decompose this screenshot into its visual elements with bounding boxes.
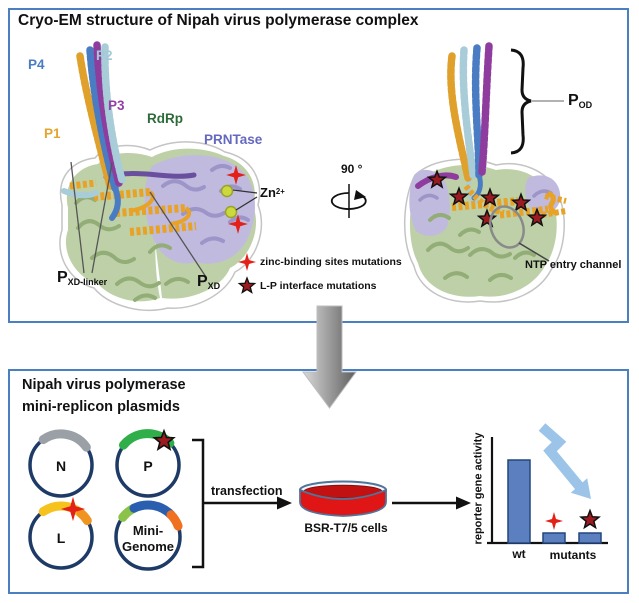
- label-ntp-entry-channel: NTP entry channel: [525, 259, 622, 271]
- chart-ylabel: reporter gene activity: [472, 432, 485, 545]
- legend-zinc-label: zinc-binding sites mutations: [260, 256, 402, 268]
- plasmid-l-label: L: [56, 530, 66, 546]
- dish-label: BSR-T7/5 cells: [304, 521, 388, 535]
- plasmid-minigenome-label-line2: Genome: [121, 539, 174, 554]
- plasmid-p-label: P: [143, 458, 153, 474]
- transfection-label: transfection: [211, 484, 283, 498]
- pxd-linker-sub: XD-linker: [67, 277, 108, 288]
- zinc-base: Zn: [260, 185, 276, 200]
- pod-base: P: [568, 92, 579, 109]
- top-panel-title: Cryo-EM structure of Nipah virus polymer…: [18, 12, 419, 29]
- pod-sub: OD: [578, 100, 593, 111]
- label-rdrp: RdRp: [147, 111, 183, 126]
- label-rotation: 90 °: [341, 162, 363, 176]
- lp-star-legend-icon: [237, 276, 257, 294]
- pxd-base: P: [197, 273, 208, 290]
- label-p1: P1: [44, 126, 61, 141]
- label-prntase: PRNTase: [204, 132, 263, 147]
- bottom-panel-title-line1: Nipah virus polymerase: [22, 377, 186, 393]
- bottom-panel-title-line2: mini-replicon plasmids: [22, 399, 180, 415]
- chart-xlabel-wt: wt: [512, 547, 526, 561]
- plasmid-n-label: N: [55, 458, 67, 474]
- label-zinc: Zn2+: [260, 186, 285, 199]
- zinc-star-legend-icon: [238, 253, 256, 271]
- legend-lp-label: L-P interface mutations: [260, 280, 377, 292]
- label-pxd: PXD: [197, 273, 221, 292]
- label-pod: POD: [568, 92, 593, 111]
- label-p4: P4: [28, 57, 45, 72]
- chart-xlabel-mutants: mutants: [549, 548, 597, 562]
- pxd-linker-base: P: [57, 269, 68, 286]
- pxd-sub: XD: [207, 281, 221, 292]
- label-p3: P3: [108, 98, 125, 113]
- label-p2: P2: [96, 48, 113, 63]
- plasmid-minigenome-label-line1: Mini-: [132, 523, 164, 538]
- zinc-sup: 2+: [275, 186, 285, 196]
- label-pxd-linker: PXD-linker: [57, 269, 108, 288]
